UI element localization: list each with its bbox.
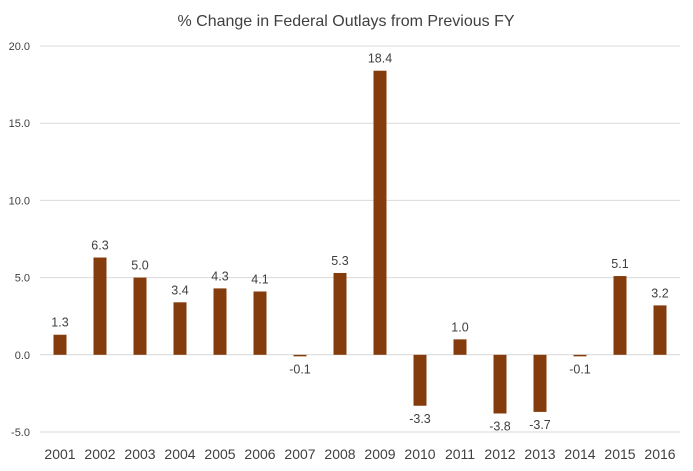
bar — [53, 334, 67, 355]
bar — [613, 276, 627, 355]
x-tick-label: 2010 — [404, 446, 435, 462]
bar — [533, 354, 547, 412]
x-tick-label: 2005 — [204, 446, 235, 462]
x-tick-label: 2003 — [124, 446, 155, 462]
bar — [173, 302, 187, 355]
x-tick-label: 2004 — [164, 446, 195, 462]
data-label: 1.0 — [451, 320, 468, 334]
x-tick-label: 2014 — [564, 446, 595, 462]
y-axis-tick-labels: 20.0 15.0 10.0 5.0 0.0 -5.0 — [9, 41, 30, 439]
bar — [333, 272, 347, 355]
x-tick-label: 2009 — [364, 446, 395, 462]
x-tick-label: 2001 — [44, 446, 75, 462]
bar — [493, 354, 507, 414]
bar — [453, 339, 467, 355]
y-tick-label: 20.0 — [9, 41, 30, 53]
y-tick-label: 0.0 — [15, 350, 30, 362]
data-label: -0.1 — [569, 362, 591, 376]
data-label: 5.0 — [131, 259, 148, 273]
data-label: 6.3 — [91, 239, 108, 253]
x-tick-label: 2008 — [324, 446, 355, 462]
data-label: -3.7 — [529, 418, 551, 432]
data-label: 3.2 — [651, 286, 668, 300]
bar — [93, 257, 107, 355]
x-tick-label: 2016 — [644, 446, 675, 462]
bars — [53, 70, 667, 414]
x-tick-label: 2013 — [524, 446, 555, 462]
bar — [653, 305, 667, 355]
y-tick-label: 15.0 — [9, 118, 30, 130]
x-tick-label: 2012 — [484, 446, 515, 462]
data-label: 1.3 — [51, 316, 68, 330]
x-tick-label: 2011 — [445, 446, 475, 462]
x-tick-label: 2015 — [604, 446, 635, 462]
bar — [253, 291, 267, 355]
bar — [573, 354, 587, 357]
x-tick-label: 2006 — [244, 446, 275, 462]
data-label: -0.1 — [289, 362, 311, 376]
y-tick-label: -5.0 — [11, 427, 30, 439]
y-tick-label: 5.0 — [15, 273, 30, 285]
chart-title: % Change in Federal Outlays from Previou… — [177, 13, 514, 30]
x-axis-tick-labels: 2001 2002 2003 2004 2005 2006 2007 2008 2009 2010… — [44, 446, 675, 462]
data-label: 3.4 — [171, 283, 188, 297]
bar — [213, 288, 227, 355]
bar — [413, 354, 427, 406]
bar — [133, 277, 147, 355]
bar — [293, 354, 307, 357]
data-labels: 1.3 6.3 5.0 3.4 4.3 4.1 -0.1 5.3 18.4 -3.3 1.0 -3.8… — [51, 52, 668, 434]
y-tick-label: 10.0 — [9, 195, 30, 207]
x-tick-label: 2002 — [84, 446, 115, 462]
data-label: -3.3 — [409, 412, 431, 426]
data-label: 4.3 — [211, 269, 228, 283]
bar — [373, 70, 387, 355]
data-label: -3.8 — [489, 419, 511, 433]
data-label: 18.4 — [368, 52, 392, 66]
x-tick-label: 2007 — [284, 446, 315, 462]
gridlines — [40, 45, 680, 433]
data-label: 5.1 — [611, 257, 628, 271]
data-label: 4.1 — [251, 272, 268, 286]
data-label: 5.3 — [331, 254, 348, 268]
